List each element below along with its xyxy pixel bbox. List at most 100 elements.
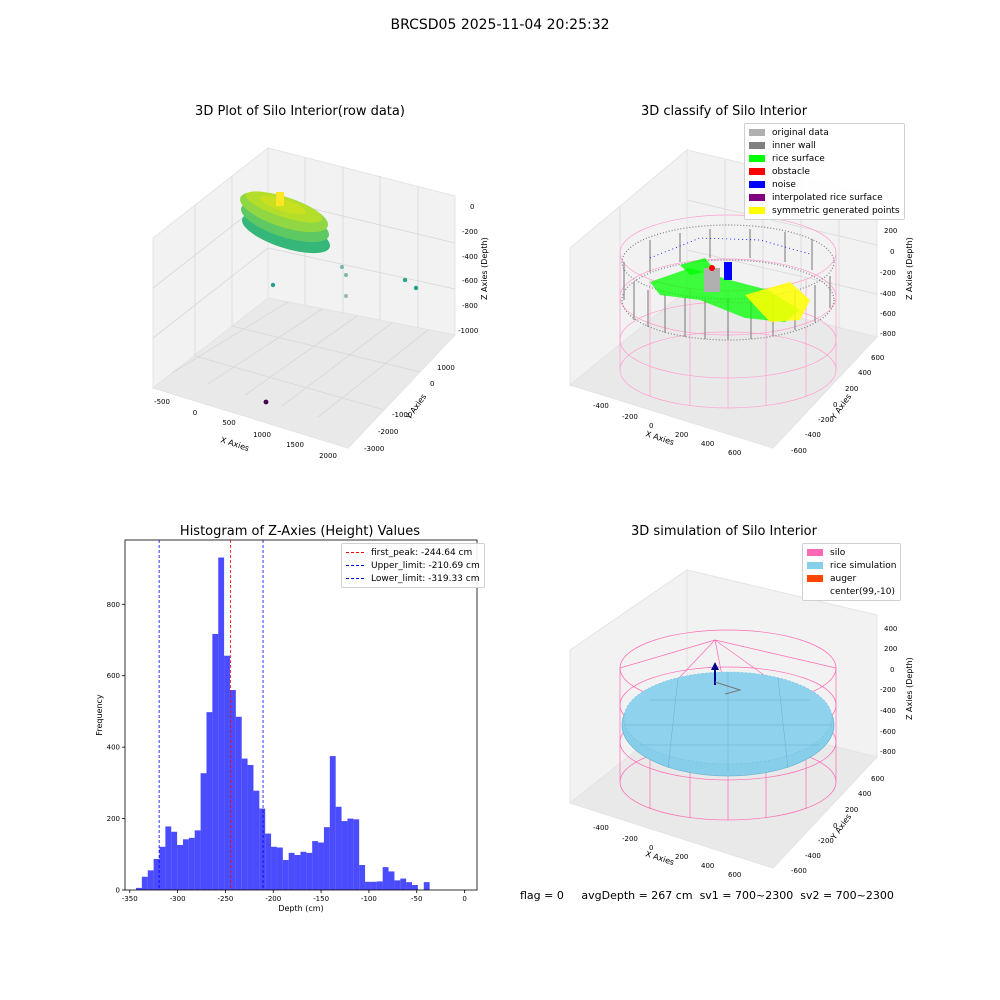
x-tick-label: -300 [170,895,186,903]
y-tick-label: 200 [107,815,120,823]
histogram-bar [341,821,348,890]
legend-label: rice simulation [830,560,897,571]
legend-label: silo [830,547,846,558]
classify-zlabel: Z Axies (Depth) [905,237,914,300]
histogram-bar [376,881,383,890]
histogram-bar [182,839,189,890]
histogram-bar [165,826,172,890]
legend-label: obstacle [772,166,810,177]
histogram-bar [147,870,154,890]
simulation-3d-plot: -400 -200 0 200 400 600 600 400 200 0 -2… [568,569,914,879]
raw-xtick: 1500 [286,441,304,449]
legend-label: auger [830,573,857,584]
classify-ztick: 0 [890,248,894,256]
sim-ytick: 0 [833,822,837,830]
classify-ytick: 600 [871,354,884,362]
histogram-bar [177,845,183,890]
raw-ztick: -200 [462,228,478,236]
classify-xtick: 400 [701,440,714,448]
classify-legend: original data inner wall rice surface ob… [744,123,905,220]
classify-ztick: -600 [880,310,896,318]
legend-label: Lower_limit: -319.33 cm [371,573,480,584]
legend-swatch [749,207,765,214]
histogram-bar [229,690,236,890]
histogram-bar [394,880,401,890]
histogram-bar [359,865,366,890]
classify-ztick: -200 [880,269,896,277]
histogram-bar [153,858,160,890]
sim-rice-surface [621,671,835,777]
raw-ztick: 0 [470,203,474,211]
classify-ytick: 0 [833,401,837,409]
sim-xlabel: X Axies [644,849,675,867]
histogram-bar [276,847,283,890]
classify-ytick: 200 [845,385,858,393]
raw-ytick: -2000 [378,428,398,436]
classify-ztick: -800 [880,330,896,338]
sim-ztick: -800 [880,748,896,756]
classify-ytick: -400 [805,431,821,439]
raw-point-cloud [240,191,330,254]
raw-xtick: 0 [193,409,197,417]
histogram-bar [136,887,142,890]
histogram-bar [206,712,213,890]
legend-swatch [807,575,823,582]
sim-ytick: -600 [791,867,807,875]
sim-ztick: -400 [880,707,896,715]
sim-ztick: 200 [884,645,897,653]
histogram-bar [259,808,266,890]
raw-xtick: 1000 [253,431,271,439]
x-tick-label: 0 [462,895,466,903]
raw-ylabel: Y Axies [404,392,429,422]
raw-axis-ticks: -500 0 500 1000 1500 2000 1000 0 -1000 -… [154,203,478,460]
status-footer: flag = 0 avgDepth = 267 cm sv1 = 700~230… [520,889,894,902]
histogram-bar [294,855,301,890]
classify-ytick: -600 [791,447,807,455]
raw-floor-pane [151,297,456,449]
histogram-frame [124,539,478,891]
histogram-bar [253,790,260,890]
x-tick-label: -100 [361,895,377,903]
histogram-bar [312,841,319,890]
classify-ytick: 400 [858,369,871,377]
raw-ztick: -800 [462,302,478,310]
classify-xtick: 600 [728,449,741,457]
histogram-xlabel: Depth (cm) [278,904,323,913]
raw-ztick: -400 [462,253,478,261]
raw-3d-plot: -500 0 500 1000 1500 2000 1000 0 -1000 -… [151,146,489,460]
histogram-chart: -350 -300 -250 -200 -150 -100 -50 0 0 200 400 600 8… [95,539,478,913]
raw-plot-title: 3D Plot of Silo Interior(row data) [195,104,405,119]
sim-xtick: 400 [701,862,714,870]
sim-xtick: 0 [649,844,653,852]
legend-swatch [749,129,765,136]
avg-depth-text: avgDepth = 267 cm [581,889,693,902]
x-tick-label: -200 [265,895,281,903]
legend-label: interpolated rice surface [772,192,883,203]
x-tick-label: -150 [313,895,329,903]
histogram-bar [188,837,195,890]
histogram-bar [388,871,395,890]
simulation-plot-title: 3D simulation of Silo Interior [631,524,817,539]
histogram-bar [265,833,272,890]
raw-ytick: 0 [430,380,434,388]
sim-ytick: -200 [818,837,834,845]
classify-ztick: 200 [884,227,897,235]
raw-ztick: -600 [462,277,478,285]
histogram-bar [400,878,407,890]
y-tick-label: 600 [107,672,120,680]
sim-ztick: 400 [884,625,897,633]
classify-xtick: 200 [675,431,688,439]
classify-xlabel: X Axies [644,429,675,447]
histogram-bar [323,827,330,890]
legend-label: inner wall [772,140,816,151]
sim-auger-icon [711,662,742,695]
legend-swatch [749,168,765,175]
histogram-bar [141,876,148,890]
flag-text: flag = 0 [520,889,564,902]
histogram-bar [282,860,289,890]
x-tick-label: -350 [122,895,138,903]
histogram-bar [353,819,360,890]
sim-ytick: 400 [858,790,871,798]
legend-label: rice surface [772,153,825,164]
sim-ytick: 600 [871,775,884,783]
